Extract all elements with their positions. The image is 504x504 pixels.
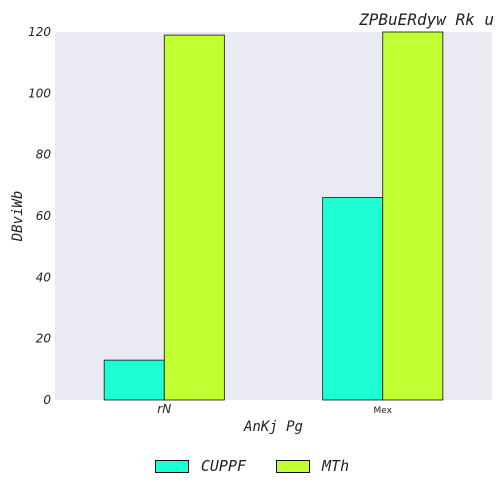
x-tick-label: Mex <box>374 406 393 416</box>
x-tick-label: rN <box>157 402 171 416</box>
y-tick-label: 20 <box>36 332 52 346</box>
legend-label-cuppf: CUPPF <box>200 457 247 475</box>
y-tick-label: 40 <box>36 270 52 284</box>
legend-swatch-mth <box>276 459 311 473</box>
x-axis-label: AnKj Pg <box>243 419 303 435</box>
bar-cuppf-rn <box>103 359 165 401</box>
bar-cuppf-mex <box>322 197 384 401</box>
y-tick-label: 60 <box>36 209 52 223</box>
y-axis-label: DBviWb <box>10 191 26 243</box>
legend-label-mth: MTh <box>322 457 350 475</box>
bar-mth-mex <box>382 31 444 401</box>
legend-item-cuppf: CUPPF <box>154 457 247 475</box>
y-tick-label: 120 <box>28 25 51 39</box>
legend: CUPPF MTh <box>0 455 504 477</box>
y-tick-label: 80 <box>36 148 52 162</box>
chart-title: ZPBuERdyw Rk u <box>359 10 494 29</box>
bar-mth-rn <box>163 34 225 401</box>
legend-item-mth: MTh <box>276 457 349 475</box>
y-tick-label: 100 <box>28 86 51 100</box>
y-tick-label: 0 <box>43 393 51 407</box>
legend-swatch-cuppf <box>154 459 189 473</box>
